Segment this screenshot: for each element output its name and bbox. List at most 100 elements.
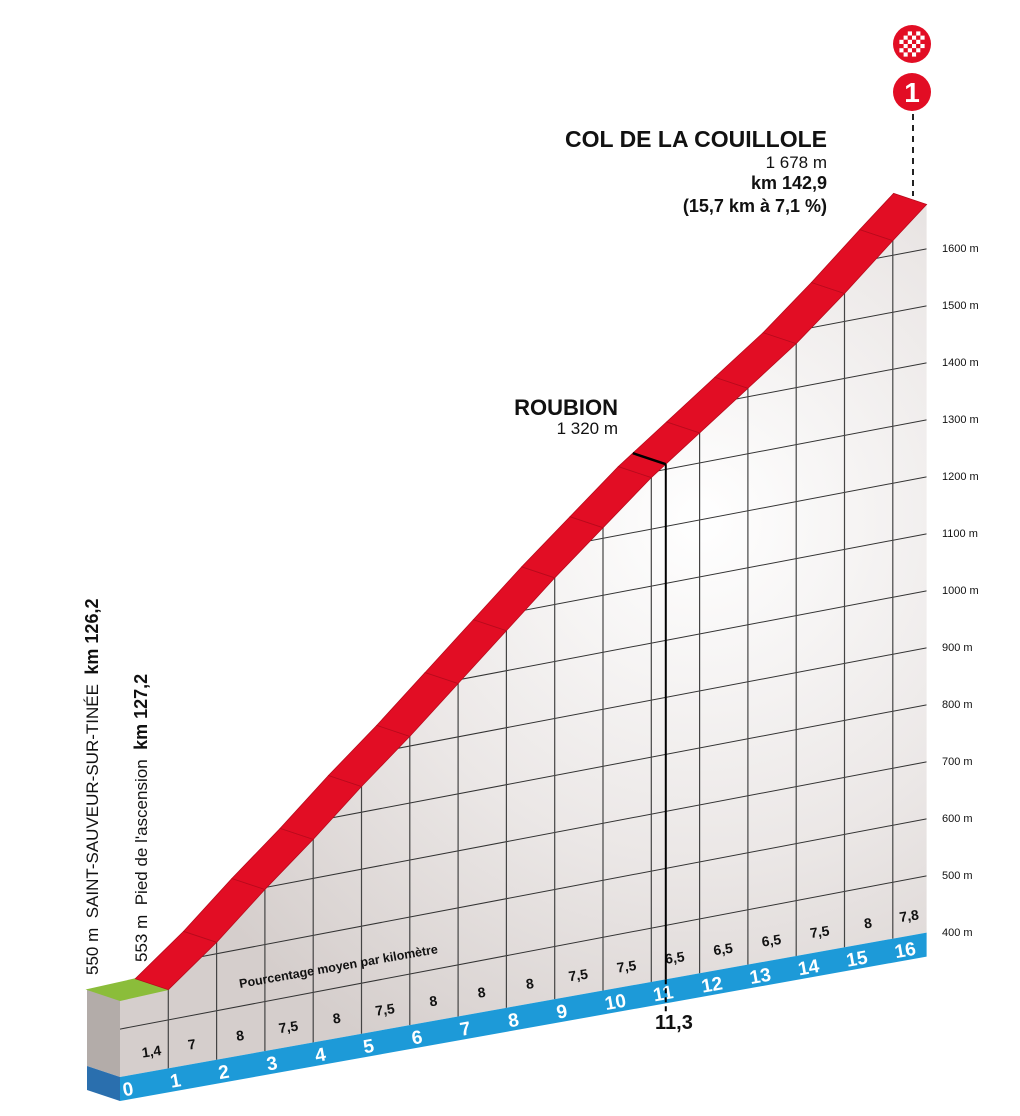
checker-square — [899, 35, 904, 40]
gradient-label: 7,5 — [567, 966, 589, 985]
km-tick-label: 12 — [700, 973, 724, 997]
checker-square — [907, 39, 912, 44]
summit-altitude: 1 678 m — [765, 153, 827, 172]
checker-square — [903, 39, 908, 44]
checker-square — [916, 48, 921, 53]
checker-square — [903, 52, 908, 57]
checker-square — [903, 44, 908, 49]
elevation-tick-label: 1000 m — [942, 585, 979, 597]
gradient-label: 8 — [477, 984, 487, 1001]
gradient-label: 8 — [428, 992, 438, 1009]
elevation-tick-label: 600 m — [942, 813, 973, 825]
km-tick-label: 0 — [121, 1079, 135, 1102]
elevation-tick-label: 700 m — [942, 756, 973, 768]
gradient-label: 1,4 — [141, 1042, 163, 1061]
elevation-tick-label: 500 m — [942, 870, 973, 882]
climb-segment-top — [859, 192, 928, 242]
checker-square — [920, 48, 925, 53]
checker-square — [907, 31, 912, 36]
gradient-label: 6,5 — [712, 940, 734, 959]
checker-square — [916, 31, 921, 36]
km-tick-label: 5 — [362, 1036, 376, 1059]
category-number: 1 — [904, 77, 920, 108]
checker-square — [916, 52, 921, 57]
checker-square — [899, 39, 904, 44]
checker-square — [916, 35, 921, 40]
checker-square — [899, 44, 904, 49]
gradient-label: 7,5 — [616, 957, 638, 976]
elevation-tick-label: 1500 m — [942, 300, 979, 312]
roubion-marker-top — [632, 451, 667, 466]
km-tick-label: 10 — [603, 991, 627, 1015]
checker-square — [903, 35, 908, 40]
km-tick-label: 8 — [507, 1010, 521, 1033]
gradient-label: 7,5 — [809, 922, 831, 941]
km-tick-label: 2 — [217, 1062, 231, 1085]
checker-square — [903, 48, 908, 53]
gradient-label: 6,5 — [664, 948, 686, 967]
elevation-tick-label: 800 m — [942, 699, 973, 711]
start-altitude: 550 m — [83, 927, 102, 975]
elevation-tick-label: 1600 m — [942, 243, 979, 255]
km-tick-label: 9 — [555, 1001, 569, 1024]
foot-name: Pied de l'ascension — [132, 759, 151, 906]
gradient-label: 7,5 — [278, 1017, 300, 1036]
checker-square — [903, 31, 908, 36]
gradient-label: 8 — [332, 1010, 342, 1027]
km-tick-label: 14 — [796, 956, 821, 980]
checker-square — [912, 52, 917, 57]
roubion-name: ROUBION — [514, 395, 618, 420]
checker-square — [916, 39, 921, 44]
km-tick-label: 6 — [410, 1027, 424, 1050]
checker-square — [899, 48, 904, 53]
category-badge-icon: 1 — [893, 73, 931, 111]
km-tick-label: 4 — [313, 1044, 327, 1067]
elevation-gridline — [120, 875, 927, 1034]
roubion-altitude: 1 320 m — [556, 419, 618, 438]
gradient-label: 8 — [525, 975, 535, 992]
km-tick-label: 13 — [748, 965, 772, 989]
profile-front-face — [120, 204, 927, 1078]
summit-km: km 142,9 — [750, 173, 827, 193]
gradient-label: 8 — [863, 915, 873, 932]
checker-square — [912, 39, 917, 44]
km-band-side — [87, 1066, 120, 1101]
checker-square — [920, 39, 925, 44]
elevation-tick-label: 1300 m — [942, 414, 979, 426]
foot-altitude: 553 m — [132, 914, 151, 962]
km-tick-label: 15 — [845, 947, 870, 971]
checker-square — [907, 35, 912, 40]
checker-square — [907, 52, 912, 57]
summit-stats: (15,7 km à 7,1 %) — [682, 196, 827, 216]
foot-label: 553 m Pied de l'ascension km 127,2 — [131, 674, 152, 962]
roubion-km-mark: 11,3 — [655, 1012, 693, 1034]
start-km: km 126,2 — [82, 598, 102, 675]
start-label: 550 m SAINT-SAUVEUR-SUR-TINÉE km 126,2 — [82, 599, 103, 975]
km-tick-label: 16 — [893, 939, 917, 963]
foot-km: km 127,2 — [131, 673, 151, 750]
km-tick-label: 7 — [458, 1018, 472, 1041]
checker-square — [907, 48, 912, 53]
checker-square — [912, 31, 917, 36]
gradient-label: 7,5 — [374, 1000, 396, 1019]
elevation-tick-label: 400 m — [942, 927, 973, 939]
profile-side-face — [87, 989, 120, 1077]
checker-square — [912, 35, 917, 40]
elevation-tick-label: 1100 m — [942, 528, 978, 540]
checker-square — [920, 44, 925, 49]
elevation-tick-label: 900 m — [942, 642, 973, 654]
gradient-label: 6,5 — [761, 931, 783, 950]
km-tick-label: 11 — [652, 982, 676, 1006]
km-tick-label: 1 — [169, 1070, 183, 1093]
elevation-tick-label: 1200 m — [942, 471, 979, 483]
checker-square — [907, 44, 912, 49]
checker-square — [912, 44, 917, 49]
km-tick-label: 3 — [265, 1053, 279, 1076]
checker-square — [920, 35, 925, 40]
km-band — [120, 932, 927, 1101]
checkered-flag-icon — [893, 25, 931, 63]
summit-name: COL DE LA COUILLOLE — [565, 126, 827, 152]
checker-square — [912, 48, 917, 53]
elevation-tick-label: 1400 m — [942, 357, 979, 369]
